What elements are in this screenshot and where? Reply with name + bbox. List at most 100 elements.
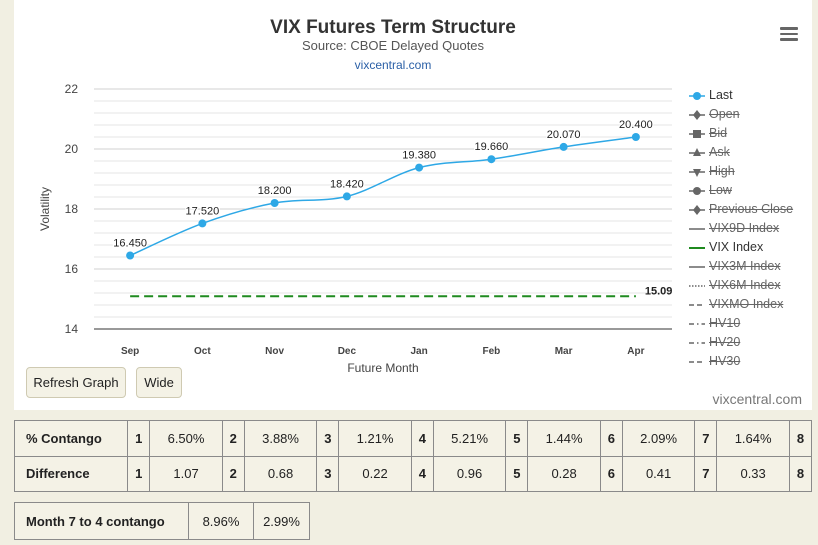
chart-plot: 14 16 18 20 22 Sep Oct Nov Dec Jan Feb Mar Apr Future… [38, 82, 673, 375]
month-index-cell: 6 [599, 420, 623, 457]
legend-label: HV30 [709, 354, 741, 368]
month-index-cell: 7 [694, 420, 718, 457]
data-label: 18.200 [258, 185, 292, 197]
month-index-cell: 4 [410, 420, 434, 457]
row-label: Difference [13, 455, 129, 492]
legend-label: High [709, 164, 735, 178]
legend-symbol-icon [689, 92, 705, 100]
chart-panel: 14 16 18 20 22 Sep Oct Nov Dec Jan Feb Mar Apr Future… [14, 0, 812, 410]
legend-label: Ask [709, 145, 730, 159]
legend-label: VIX9D Index [709, 221, 780, 235]
data-label: 18.420 [330, 178, 364, 190]
contango-row: % Contango 1 6.50% 2 3.88% 3 1.21% 4 5.21% 5 1.44… [13, 420, 813, 457]
month-index-cell: 6 [599, 455, 623, 492]
table-cell: 0.33 [716, 455, 790, 492]
legend-label: Open [709, 107, 740, 121]
legend-symbol-icon [689, 361, 705, 363]
data-point [342, 192, 351, 201]
data-point [631, 133, 640, 141]
x-tick-label: Mar [555, 346, 573, 357]
y-tick-label: 20 [65, 142, 79, 156]
legend-symbol-icon [689, 247, 705, 249]
chart-subtitle: Source: CBOE Delayed Quotes [301, 38, 485, 53]
month-index-cell: 1 [127, 420, 151, 457]
legend-symbol-icon [689, 228, 705, 230]
legend-label: HV10 [709, 316, 741, 330]
table-cell: 5.21% [432, 420, 507, 457]
table-cell: 1.21% [338, 420, 412, 457]
legend-symbol-icon [689, 187, 705, 195]
row-label: % Contango [13, 420, 129, 457]
table-cell: 3.88% [243, 420, 318, 457]
table-cell: 1.07 [149, 455, 223, 492]
legend-label: Last [709, 88, 733, 102]
data-label: 17.520 [186, 205, 220, 217]
difference-row: Difference 1 1.07 2 0.68 3 0.22 4 0.96 5 0.28 6 0.4… [13, 455, 813, 492]
legend-label: VIXMO Index [709, 297, 784, 311]
month-index-cell: 8 [788, 455, 813, 492]
data-point [198, 219, 207, 228]
legend-symbol-icon [689, 323, 705, 325]
data-point [487, 155, 496, 164]
table-cell: 0.22 [338, 455, 412, 492]
x-tick-label: Feb [482, 346, 500, 357]
y-tick-label: 16 [65, 262, 79, 276]
legend-label: VIX Index [709, 240, 764, 254]
legend-label: HV20 [709, 335, 741, 349]
data-label: 19.380 [402, 150, 436, 162]
month-index-cell: 2 [221, 455, 245, 492]
y-tick-label: 22 [65, 82, 79, 96]
month-index-cell: 2 [221, 420, 245, 457]
table-cell: 8.96% [188, 502, 254, 540]
legend-label: Previous Close [709, 202, 794, 216]
month-index-cell: 4 [410, 455, 434, 492]
table-cell: 0.41 [621, 455, 696, 492]
month-index-cell: 1 [127, 455, 151, 492]
table-cell: 0.68 [243, 455, 318, 492]
table-cell: 1.64% [716, 420, 790, 457]
y-tick-label: 14 [65, 322, 79, 336]
month-index-cell: 8 [788, 420, 813, 457]
x-tick-label: Apr [627, 346, 644, 357]
month-index-cell: 7 [694, 455, 718, 492]
table-cell: 0.28 [527, 455, 601, 492]
series-line-last [129, 136, 636, 257]
x-tick-label: Sep [121, 346, 139, 357]
data-point [415, 163, 424, 172]
row-label: Month 7 to 4 contango [14, 502, 189, 540]
refresh-graph-button[interactable]: Refresh Graph [26, 367, 126, 398]
data-label: 19.660 [475, 141, 509, 153]
legend-symbol-icon [689, 130, 705, 138]
legend-label: Bid [709, 126, 728, 140]
legend-label: VIX6M Index [709, 278, 781, 292]
legend-label: Low [709, 183, 732, 197]
month-7-to-4-table: Month 7 to 4 contango 8.96% 2.99% [14, 502, 310, 540]
table-cell: 1.44% [527, 420, 601, 457]
y-tick-label: 18 [65, 202, 79, 216]
data-label: 15.09 [645, 285, 673, 297]
month-index-cell: 3 [316, 455, 340, 492]
x-tick-label: Oct [194, 346, 211, 357]
hamburger-menu-icon[interactable] [780, 27, 798, 41]
month-index-cell: 5 [505, 420, 529, 457]
legend-symbol-icon [689, 304, 705, 306]
data-point [559, 142, 568, 151]
table-cell: 2.99% [253, 502, 310, 540]
y-axis-title: Volatility [38, 187, 52, 231]
data-point [126, 251, 135, 260]
table-cell: 2.09% [621, 420, 696, 457]
legend-symbol-icon [689, 342, 705, 344]
legend-symbol-icon [689, 148, 705, 156]
legend-symbol-icon [689, 205, 705, 215]
x-tick-label: Nov [265, 346, 284, 357]
chart-source-link[interactable]: vixcentral.com [354, 58, 432, 72]
month-index-cell: 3 [316, 420, 340, 457]
data-point [270, 199, 279, 207]
x-tick-label: Jan [411, 346, 428, 357]
wide-button[interactable]: Wide [136, 367, 182, 398]
legend-symbol-icon [689, 169, 705, 177]
table-cell: 6.50% [149, 420, 223, 457]
legend-label: VIX3M Index [709, 259, 781, 273]
data-label: 20.070 [547, 129, 581, 141]
legend-symbol-icon [689, 266, 705, 268]
